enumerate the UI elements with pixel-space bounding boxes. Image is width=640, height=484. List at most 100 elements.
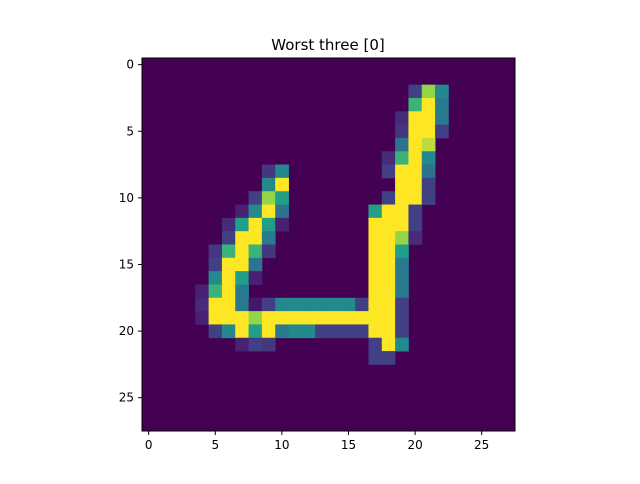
heatmap-cell [395, 337, 409, 352]
heatmap-cell [261, 231, 276, 245]
heatmap-cell [208, 284, 223, 299]
heatmap-cell [381, 257, 396, 272]
heatmap-cell [421, 111, 436, 126]
heatmap-cell [368, 257, 383, 272]
heatmap-cell [421, 191, 436, 205]
heatmap-cell [288, 311, 303, 325]
x-tick-label: 0 [145, 438, 153, 452]
heatmap-cell [421, 164, 436, 179]
heatmap-cell [395, 284, 409, 299]
heatmap-cell [341, 311, 356, 325]
heatmap-cell [235, 337, 249, 352]
heatmap-cell [261, 204, 276, 219]
heatmap-cell [368, 217, 383, 232]
heatmap-cell [395, 177, 409, 192]
heatmap-cell [368, 284, 383, 299]
heatmap-cell [341, 324, 356, 339]
heatmap-cell [315, 311, 329, 325]
heatmap-cell [261, 311, 276, 325]
heatmap-cell [261, 217, 276, 232]
heatmap-cell [408, 204, 423, 219]
heatmap-cell [275, 217, 289, 232]
heatmap-cell [208, 244, 223, 259]
heatmap-cell [261, 164, 276, 179]
heatmap-cell [235, 257, 249, 272]
heatmap-cell [355, 297, 369, 312]
heatmap-cell [288, 297, 303, 312]
heatmap-cell [248, 297, 263, 312]
heatmap-cell [248, 257, 263, 272]
heatmap-cell [395, 231, 409, 245]
heatmap-cell [381, 284, 396, 299]
x-tick-label: 20 [407, 438, 422, 452]
heatmap-cell [381, 217, 396, 232]
heatmap-cell [208, 257, 223, 272]
heatmap-cell [368, 324, 383, 339]
y-tick-label: 25 [119, 391, 134, 405]
heatmap-cell [368, 244, 383, 259]
heatmap-cell [435, 97, 449, 112]
x-tick-label: 5 [211, 438, 219, 452]
heatmap-cell [235, 244, 249, 259]
heatmap-cell [368, 311, 383, 325]
heatmap-cell [368, 204, 383, 219]
heatmap-cell [395, 124, 409, 139]
heatmap-cell [275, 177, 289, 192]
heatmap-cell [408, 97, 423, 112]
heatmap-cell [221, 244, 236, 259]
heatmap-cell [395, 297, 409, 312]
heatmap-cell [395, 244, 409, 259]
heatmap-cell [408, 231, 423, 245]
y-tick-label: 15 [119, 257, 134, 271]
heatmap-cell [315, 297, 329, 312]
heatmap-cell [395, 137, 409, 152]
heatmap-cell [395, 324, 409, 339]
heatmap-cell [235, 271, 249, 285]
heatmap-cell [368, 297, 383, 312]
heatmap-cell [328, 324, 343, 339]
heatmap-cell [381, 324, 396, 339]
heatmap-cell [221, 231, 236, 245]
heatmap-cell [235, 217, 249, 232]
heatmap-cell [421, 97, 436, 112]
heatmap-cell [248, 244, 263, 259]
heatmap-cell [315, 324, 329, 339]
heatmap-cell [421, 84, 436, 99]
y-tick-label: 0 [126, 58, 134, 72]
heatmap-cell [301, 297, 316, 312]
heatmap-cell [221, 297, 236, 312]
heatmap-cell [275, 191, 289, 205]
heatmap-cell [395, 204, 409, 219]
heatmap-cell [435, 84, 449, 99]
heatmap-cell [328, 297, 343, 312]
heatmap-cell [288, 324, 303, 339]
heatmap-cell [381, 311, 396, 325]
heatmap-cell [408, 217, 423, 232]
heatmap-cell [248, 231, 263, 245]
heatmap-cell [435, 124, 449, 139]
heatmap-cell [381, 231, 396, 245]
heatmap-cell [395, 111, 409, 126]
heatmap-cell [195, 284, 210, 299]
heatmap-cell [208, 271, 223, 285]
heatmap-cell [235, 297, 249, 312]
heatmap-cell [421, 124, 436, 139]
heatmap-cell [261, 244, 276, 259]
heatmap-cell [395, 191, 409, 205]
heatmap-cell [395, 164, 409, 179]
heatmap-cell [355, 311, 369, 325]
y-tick-label: 10 [119, 191, 134, 205]
heatmap-cell [221, 217, 236, 232]
heatmap-cell [235, 284, 249, 299]
x-tick-label: 10 [274, 438, 289, 452]
heatmap-cell [195, 297, 210, 312]
heatmap-cell [355, 324, 369, 339]
chart-title: Worst three [0] [271, 36, 384, 54]
y-tick-label: 5 [126, 124, 134, 138]
heatmap-cell [368, 337, 383, 352]
heatmap-cell [408, 191, 423, 205]
heatmap-cell [248, 311, 263, 325]
heatmap-cell [408, 111, 423, 126]
heatmap-cell [368, 271, 383, 285]
